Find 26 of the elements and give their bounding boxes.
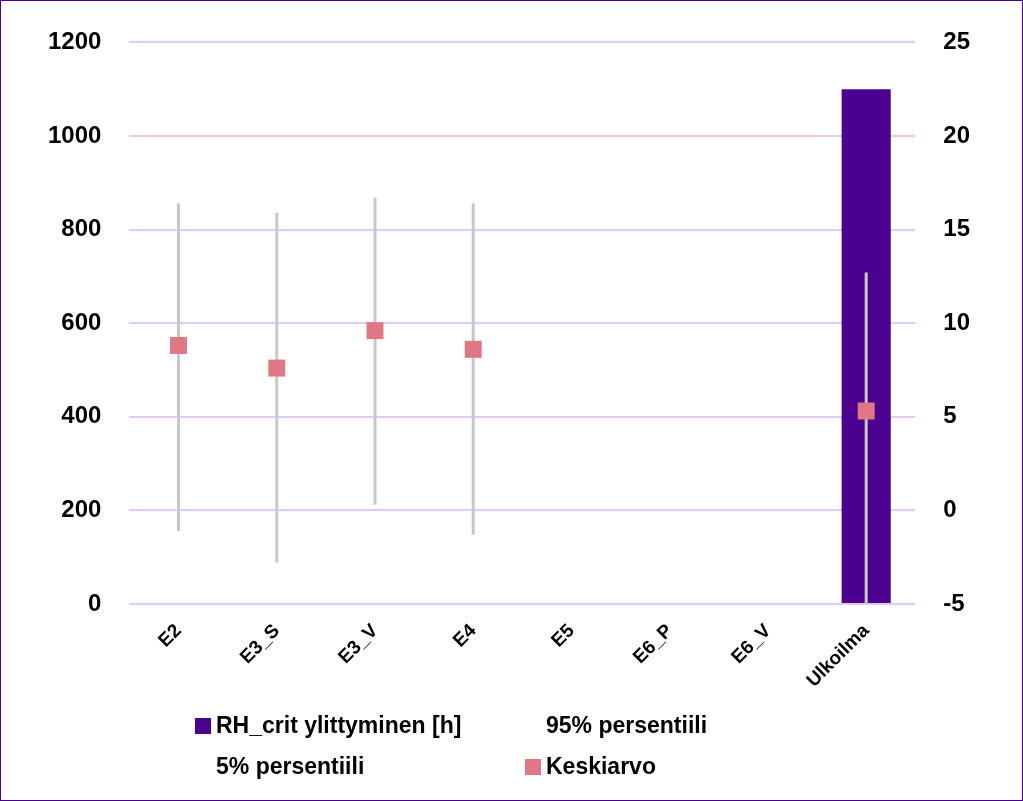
y-tick-label: 600 bbox=[61, 307, 102, 335]
y2-tick-label: 25 bbox=[943, 27, 971, 55]
point bbox=[268, 359, 286, 377]
point bbox=[857, 402, 875, 420]
y2-tick-label: 0 bbox=[943, 494, 957, 522]
y-tick-label: 200 bbox=[61, 494, 102, 522]
legend-label: Keskiarvo bbox=[546, 753, 656, 780]
y-tick-label: 0 bbox=[88, 588, 102, 616]
y-tick-label: 800 bbox=[61, 214, 102, 242]
y-tick-label: 1000 bbox=[48, 120, 102, 148]
point bbox=[366, 322, 384, 340]
text: 5% persentiili bbox=[216, 753, 365, 780]
y2-tick-label: 10 bbox=[943, 307, 971, 335]
point bbox=[170, 337, 187, 355]
y2-tick-label: 15 bbox=[943, 214, 971, 242]
y2-tick-label: 20 bbox=[943, 120, 971, 148]
text: 95% persentiili bbox=[546, 712, 708, 739]
y2-tick-label: -5 bbox=[943, 588, 965, 616]
x-tick-label: E2 bbox=[153, 619, 186, 651]
y-tick-label: 1200 bbox=[48, 27, 102, 55]
point bbox=[464, 340, 482, 358]
x-tick-label: E5 bbox=[546, 619, 579, 651]
legend-label: RH_crit ylittyminen [h] bbox=[216, 712, 462, 739]
x-tick-label: E4 bbox=[448, 619, 481, 651]
y-tick-label: 400 bbox=[61, 401, 102, 429]
y2-tick-label: 5 bbox=[943, 401, 957, 429]
